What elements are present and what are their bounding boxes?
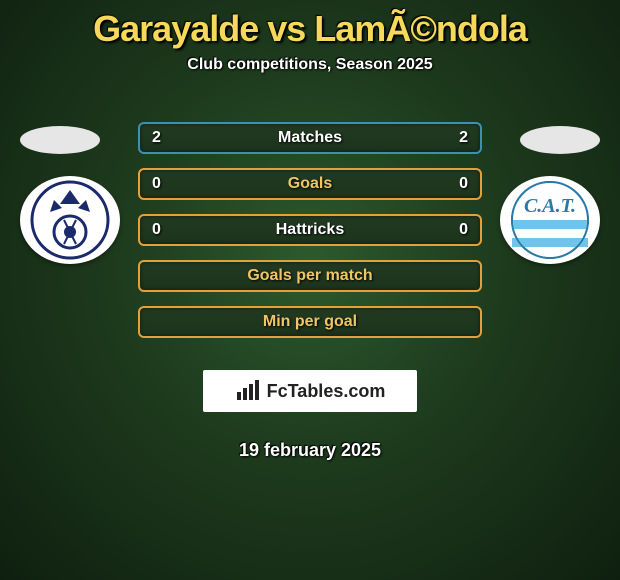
svg-text:C.A.T.: C.A.T. <box>524 195 576 217</box>
stat-left-value: 2 <box>152 129 161 147</box>
stat-row-goals-per-match: Goals per match <box>138 260 482 292</box>
stat-right-value: 2 <box>459 129 468 147</box>
player-photo-right <box>520 126 600 154</box>
bars-icon <box>235 380 261 402</box>
page-subtitle: Club competitions, Season 2025 <box>0 56 620 74</box>
brand-text: FcTables.com <box>267 381 386 402</box>
stat-label: Matches <box>278 129 342 147</box>
crest-left-svg <box>30 180 110 260</box>
stat-row-matches: 2 Matches 2 <box>138 122 482 154</box>
player-photo-left <box>20 126 100 154</box>
comparison-card: Garayalde vs LamÃ©ndola Club competition… <box>0 0 620 580</box>
page-title: Garayalde vs LamÃ©ndola <box>0 8 620 50</box>
stat-left-value: 0 <box>152 221 161 239</box>
date-text: 19 february 2025 <box>138 440 482 461</box>
stat-right-value: 0 <box>459 175 468 193</box>
club-crest-left <box>20 176 120 264</box>
stat-label: Hattricks <box>276 221 344 239</box>
club-crest-right: C.A.T. <box>500 176 600 264</box>
crest-right-svg: C.A.T. <box>510 180 590 260</box>
stat-right-value: 0 <box>459 221 468 239</box>
stats-column: 2 Matches 2 0 Goals 0 0 Hattricks 0 Goal… <box>138 122 482 461</box>
brand-badge: FcTables.com <box>203 370 417 412</box>
stat-label: Goals per match <box>247 267 372 285</box>
stat-label: Min per goal <box>263 313 357 331</box>
stat-row-goals: 0 Goals 0 <box>138 168 482 200</box>
stat-left-value: 0 <box>152 175 161 193</box>
stat-row-min-per-goal: Min per goal <box>138 306 482 338</box>
stat-row-hattricks: 0 Hattricks 0 <box>138 214 482 246</box>
stat-label: Goals <box>288 175 332 193</box>
